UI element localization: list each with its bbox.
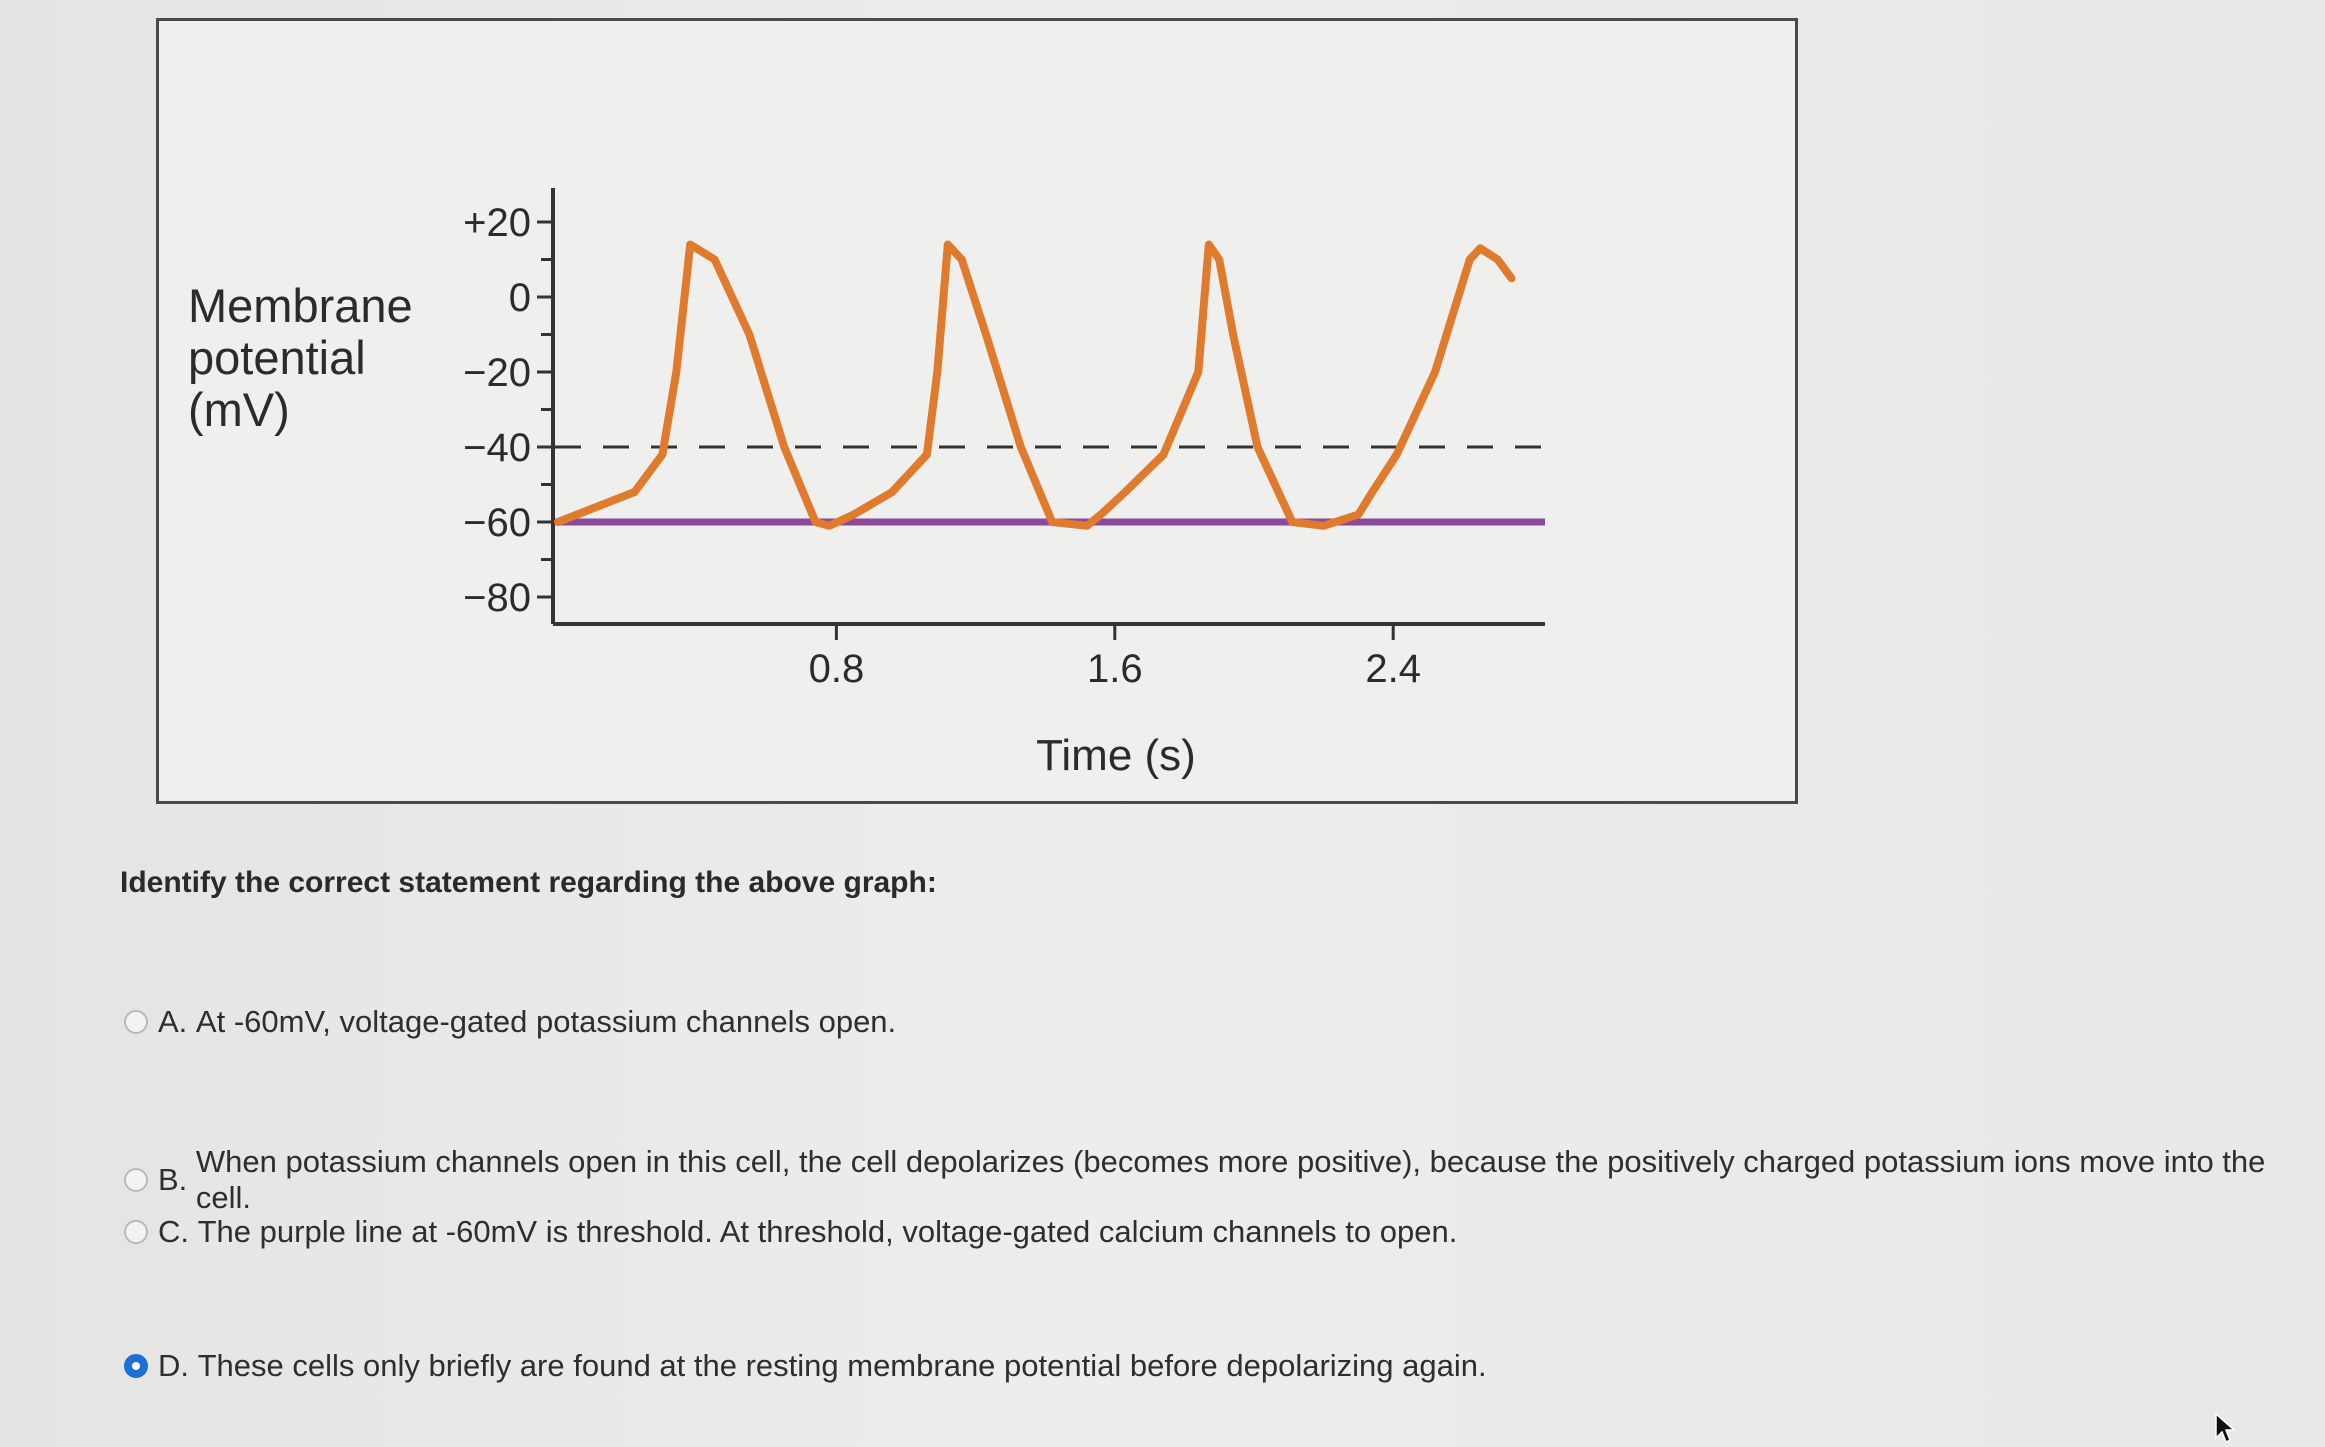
mouse-pointer-icon: [2215, 1412, 2236, 1444]
option-b-radio[interactable]: [124, 1168, 148, 1192]
y-tick-label: −80: [463, 576, 531, 620]
option-b-letter: B.: [158, 1162, 188, 1197]
y-tick-label: −60: [463, 501, 531, 545]
chart-y-axis-label: Membrane potential (mV): [188, 279, 413, 436]
y-tick-label: +20: [463, 201, 531, 245]
option-b-text: When potassium channels open in this cel…: [195, 1144, 2266, 1215]
option-a[interactable]: A. At -60mV, voltage-gated potassium cha…: [124, 1004, 896, 1040]
figure-frame: [156, 18, 1798, 804]
x-tick-label: 1.6: [1087, 647, 1143, 691]
option-c-radio[interactable]: [124, 1220, 148, 1244]
option-a-letter: A.: [158, 1004, 188, 1039]
option-d-text: These cells only briefly are found at th…: [197, 1348, 1487, 1383]
option-d-radio[interactable]: [124, 1354, 148, 1378]
option-a-text: At -60mV, voltage-gated potassium channe…: [195, 1004, 897, 1039]
y-tick-label: −20: [463, 351, 531, 395]
membrane-potential-series: [554, 240, 1516, 530]
y-tick-label: 0: [509, 276, 531, 320]
option-c-text: The purple line at -60mV is threshold. A…: [197, 1214, 1458, 1249]
option-a-radio[interactable]: [124, 1010, 148, 1034]
option-d-letter: D.: [158, 1348, 189, 1383]
x-tick-label: 0.8: [809, 647, 865, 691]
x-tick-label: 2.4: [1365, 647, 1421, 691]
y-tick-label: −40: [463, 426, 531, 470]
option-b[interactable]: B. When potassium channels open in this …: [124, 1144, 2325, 1216]
x-axis-label: Time (s): [1036, 731, 1196, 780]
option-d[interactable]: D. These cells only briefly are found at…: [124, 1348, 1487, 1384]
question-prompt: Identify the correct statement regarding…: [120, 866, 937, 899]
option-c-letter: C.: [158, 1214, 189, 1249]
option-c[interactable]: C. The purple line at -60mV is threshold…: [124, 1214, 1457, 1250]
